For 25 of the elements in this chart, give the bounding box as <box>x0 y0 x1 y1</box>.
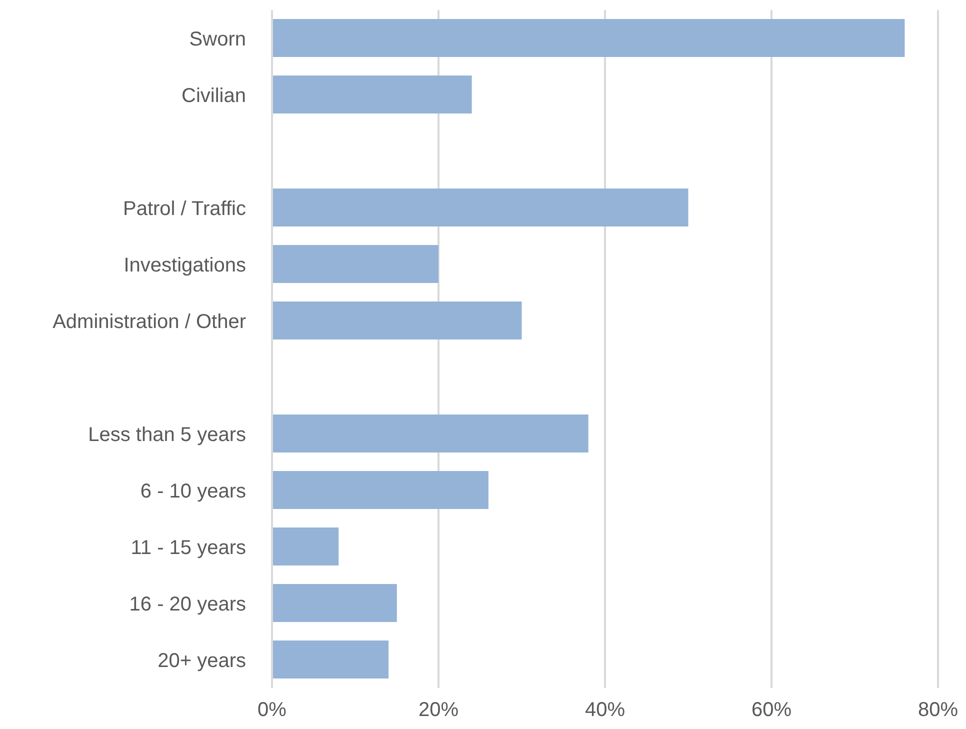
y-tick-label: Sworn <box>189 28 246 50</box>
y-tick-label: 11 - 15 years <box>130 536 246 559</box>
bar <box>272 584 397 622</box>
bar <box>272 471 488 509</box>
y-tick-label: Administration / Other <box>52 310 246 333</box>
y-tick-label: 20+ years <box>158 650 246 672</box>
bar <box>272 528 339 566</box>
x-tick-label: 60% <box>751 699 792 722</box>
y-tick-label: Investigations <box>124 254 246 276</box>
x-tick-label: 80% <box>918 699 958 722</box>
bar <box>272 76 472 114</box>
y-tick-label: Civilian <box>182 84 246 107</box>
y-tick-label: Less than 5 years <box>88 424 246 446</box>
bar <box>272 302 522 340</box>
x-tick-label: 40% <box>584 699 626 722</box>
y-tick-label: Patrol / Traffic <box>122 198 246 220</box>
bar <box>272 188 688 226</box>
bar <box>272 640 389 678</box>
bar <box>272 414 588 452</box>
y-tick-label: 6 - 10 years <box>140 480 246 502</box>
bar <box>272 245 438 283</box>
x-tick-label: 20% <box>418 699 459 722</box>
bar <box>272 19 905 57</box>
x-tick-label: 0% <box>258 699 287 722</box>
y-tick-label: 16 - 20 years <box>129 593 246 616</box>
